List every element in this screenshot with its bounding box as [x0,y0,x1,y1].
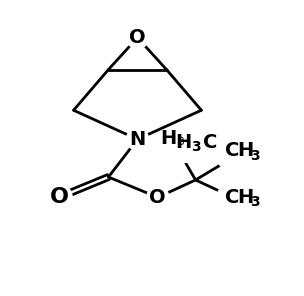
Circle shape [161,131,190,160]
Text: C: C [203,133,217,152]
Text: N: N [130,130,146,149]
Circle shape [216,136,251,171]
Text: 3: 3 [192,140,201,154]
Text: C: C [225,141,239,160]
Text: O: O [50,187,69,207]
Text: $_3$: $_3$ [177,133,185,148]
Circle shape [126,128,149,150]
Text: H: H [237,141,253,160]
Text: O: O [129,28,146,47]
Circle shape [126,27,149,49]
Circle shape [216,183,251,218]
Text: H: H [161,129,177,148]
Text: H: H [237,188,253,207]
Text: 3: 3 [250,149,260,163]
Circle shape [165,125,203,163]
Text: C: C [225,188,239,207]
Text: H: H [175,133,191,152]
Circle shape [147,186,169,208]
Text: O: O [150,188,166,207]
Text: 3: 3 [250,195,260,209]
Circle shape [46,184,72,210]
